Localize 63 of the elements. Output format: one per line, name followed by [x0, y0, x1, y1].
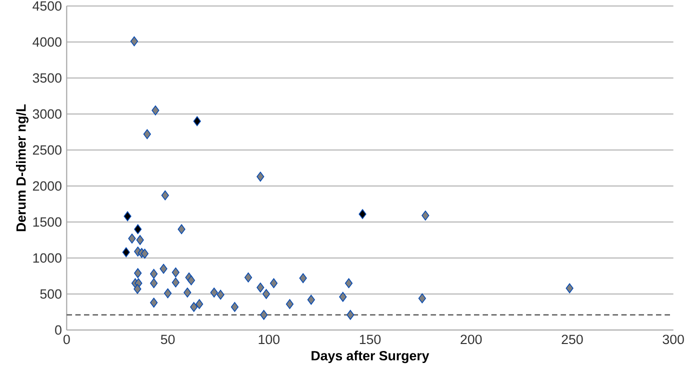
point: [140, 248, 149, 259]
y-tick-label: 3500: [32, 73, 62, 83]
point: [134, 284, 142, 294]
point: [143, 129, 151, 140]
point: [134, 268, 142, 278]
point: [344, 278, 353, 288]
point: [307, 294, 315, 305]
y-tick-label: 4000: [32, 37, 62, 47]
point: [172, 278, 180, 288]
point: [134, 224, 142, 234]
point: [164, 288, 172, 298]
point: [187, 275, 196, 286]
point: [128, 234, 136, 244]
point: [270, 278, 278, 288]
point: [262, 289, 270, 299]
point: [566, 283, 574, 294]
y-tick-label: 500: [40, 289, 62, 299]
point: [122, 247, 130, 258]
x-tick-label: 100: [258, 334, 280, 344]
point: [256, 172, 264, 182]
y-tick-label: 4500: [32, 1, 62, 11]
point: [150, 278, 158, 288]
point: [216, 290, 224, 300]
x-tick-label: 250: [562, 334, 583, 344]
x-tick-label: 200: [460, 334, 482, 344]
point: [172, 267, 180, 278]
point: [358, 209, 366, 220]
y-tick-label: 3000: [32, 109, 62, 119]
point: [178, 224, 186, 234]
point: [244, 272, 252, 282]
y-tick-label: 1500: [33, 217, 62, 227]
point: [136, 235, 144, 245]
point: [193, 116, 201, 126]
point: [184, 288, 192, 298]
point: [196, 299, 204, 310]
point: [124, 211, 132, 222]
x-tick-label: 150: [360, 334, 381, 344]
y-tick-label: 2500: [32, 145, 62, 155]
point: [152, 105, 160, 116]
point: [299, 273, 307, 284]
x-tick-label: 300: [662, 334, 684, 344]
x-tick-label: 0: [63, 334, 70, 344]
point: [210, 288, 218, 298]
point: [339, 292, 347, 302]
y-tick-label: 0: [55, 325, 62, 335]
point: [230, 302, 239, 312]
point: [130, 36, 138, 46]
y-tick-label: 1000: [33, 253, 62, 263]
point: [346, 310, 354, 320]
point: [161, 190, 169, 200]
y-tick-label: 2000: [32, 181, 62, 191]
point: [150, 298, 158, 308]
y-axis-title: Derum D-dimer ng/L: [16, 104, 28, 232]
point: [286, 299, 294, 310]
point: [150, 268, 158, 279]
x-axis-title: Days after Surgery: [312, 350, 430, 364]
point: [256, 282, 264, 292]
point: [190, 302, 198, 312]
point: [160, 264, 168, 274]
x-tick-label: 50: [160, 334, 175, 344]
point: [422, 210, 430, 220]
point: [418, 293, 426, 304]
point: [260, 310, 268, 320]
